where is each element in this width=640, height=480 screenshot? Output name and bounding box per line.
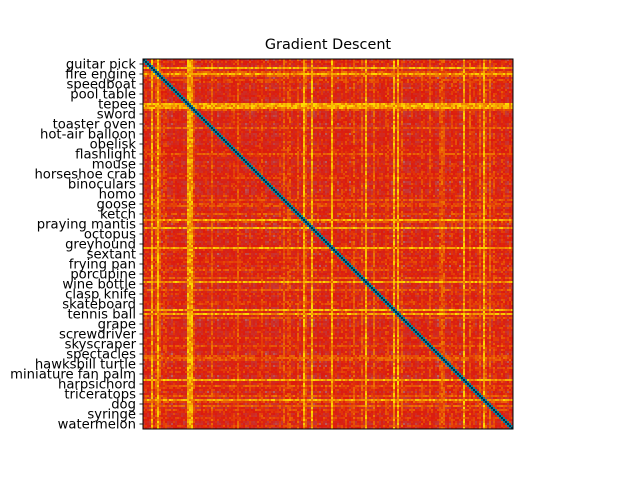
y-tick-label: homo: [99, 188, 136, 203]
plot-frame: [142, 58, 514, 430]
heatmap-image: [143, 59, 513, 429]
y-tick-label: syringe: [87, 408, 136, 423]
y-tick-label: obelisk: [90, 138, 137, 153]
chart-title: Gradient Descent: [265, 37, 392, 53]
y-tick-label: binoculars: [68, 178, 136, 193]
y-tick-label: grape: [98, 318, 136, 333]
y-tick-label: sextant: [87, 248, 136, 263]
y-tick-label: sword: [97, 108, 136, 123]
y-tick-label: dog: [111, 398, 136, 413]
y-tick-label: toaster oven: [53, 118, 136, 133]
y-tick-label: hawksbill turtle: [35, 358, 136, 373]
y-tick-label: fire engine: [65, 68, 136, 83]
y-tick-label: porcupine: [70, 268, 136, 283]
y-tick-label: octopus: [84, 228, 136, 243]
y-tick-label: skyscraper: [65, 338, 137, 353]
heatmap-cells: [143, 59, 513, 429]
y-tick-label: horseshoe crab: [34, 168, 136, 183]
y-tick-label: tepee: [98, 98, 136, 113]
y-tick-label: guitar pick: [66, 58, 137, 73]
y-tick-label: speedboat: [66, 78, 136, 93]
y-tick-label: triceratops: [64, 388, 136, 403]
y-tick-label: clasp knife: [65, 288, 136, 303]
y-tick-label: harpsichord: [58, 378, 136, 393]
y-tick-label: mouse: [92, 158, 136, 173]
y-tick-label: pool table: [70, 88, 136, 103]
y-tick-label: miniature fan palm: [10, 368, 136, 383]
y-tick-label: praying mantis: [37, 218, 136, 233]
y-tick-label: greyhound: [65, 238, 136, 253]
y-tick-label: hot-air balloon: [40, 128, 136, 143]
y-tick-label: wine bottle: [62, 278, 136, 293]
y-tick-label: ketch: [100, 208, 136, 223]
y-tick-label: spectacles: [66, 348, 136, 363]
y-tick-label: flashlight: [75, 148, 136, 163]
y-tick-label: frying pan: [69, 258, 136, 273]
y-tick-label: skateboard: [62, 298, 136, 313]
y-tick-label: tennis ball: [67, 308, 136, 323]
y-tick-label: watermelon: [58, 418, 136, 433]
y-tick-label: goose: [97, 198, 137, 213]
y-tick-label: screwdriver: [59, 328, 137, 343]
